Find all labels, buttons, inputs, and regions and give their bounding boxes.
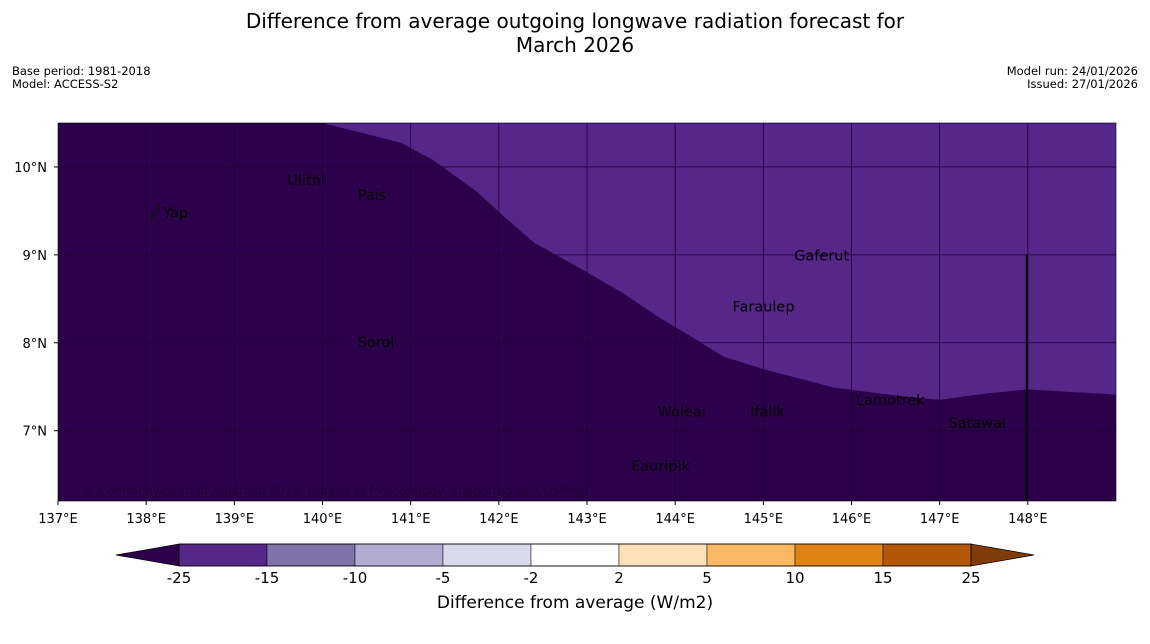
colorbar-tick-label: 25	[961, 569, 980, 587]
colorbar-bin	[178, 543, 268, 567]
x-tick-label: 140°E	[303, 512, 343, 527]
place-label-woleai: Woleai	[658, 404, 706, 420]
colorbar-frame	[178, 543, 972, 567]
colorbar-label: Difference from average (W/m2)	[436, 593, 714, 613]
x-tick-label: 142°E	[479, 512, 519, 527]
meta-left: Base period: 1981-2018 Model: ACCESS-S2	[12, 65, 151, 91]
colorbar-tick-label: -5	[436, 569, 451, 587]
colorbar-bin	[530, 543, 620, 567]
colorbar-under-arrow	[115, 543, 180, 567]
colorbar-tick-label: -25	[167, 569, 192, 587]
place-label-eauripik: Eauripik	[631, 459, 690, 475]
place-label-pais: Pais	[358, 188, 387, 204]
issued-date: Issued: 27/01/2026	[1027, 77, 1138, 91]
map-frame	[57, 122, 1117, 502]
x-tick-label: 143°E	[567, 512, 607, 527]
colorbar-tick-label: -2	[524, 569, 539, 587]
place-label-sorol: Sorol	[358, 335, 395, 351]
anomaly-region-light	[322, 123, 1116, 400]
x-tick-label: 139°E	[215, 512, 255, 527]
olr-anomaly-map: 137°E 138°E 139°E 140°E 141°E 142°E 143°E 144°E…	[14, 122, 1117, 527]
x-tick-label: 147°E	[920, 512, 960, 527]
title-line-1: Difference from average outgoing longwav…	[245, 9, 905, 33]
x-tick-label: 145°E	[744, 512, 784, 527]
y-tick-label: 8°N	[23, 337, 48, 352]
meta-right: Model run: 24/01/2026 Issued: 27/01/2026	[1007, 65, 1138, 91]
base-period: Base period: 1981-2018	[12, 64, 151, 78]
x-tick-label: 141°E	[391, 512, 431, 527]
colorbar-bin	[442, 543, 532, 567]
place-label-ifalik: Ifalik	[750, 404, 785, 420]
place-label-lamotrek: Lamotrek	[856, 393, 925, 409]
colorbar-bin	[266, 543, 356, 567]
colorbar-tick-label: 2	[614, 569, 624, 587]
colorbar-bin	[354, 543, 444, 567]
colorbar-tick-label: 15	[873, 569, 892, 587]
x-tick-label: 148°E	[1008, 512, 1048, 527]
colorbar-tick-label: -10	[343, 569, 368, 587]
place-label-satawal: Satawal	[948, 416, 1005, 432]
y-tick-label: 9°N	[23, 249, 48, 264]
chart-title: Difference from average outgoing longwav…	[0, 9, 1150, 57]
colorbar-tick-label: 10	[785, 569, 804, 587]
colorbar-bin	[882, 543, 972, 567]
colorbar-tick-label: 5	[702, 569, 712, 587]
model-name: Model: ACCESS-S2	[12, 77, 119, 91]
place-label-faraulep: Faraulep	[732, 300, 794, 316]
yap-island-icon	[149, 204, 161, 222]
copyright-text: © Commonwealth of Australia 2026, Bureau…	[83, 484, 588, 498]
colorbar-tick-label: -15	[255, 569, 280, 587]
model-run: Model run: 24/01/2026	[1006, 64, 1138, 78]
colorbar-bin	[618, 543, 708, 567]
x-tick-label: 137°E	[38, 512, 78, 527]
place-label-ulithi: Ulithi	[287, 173, 325, 189]
place-label-yap: Yap	[162, 206, 188, 222]
y-tick-label: 10°N	[14, 161, 47, 176]
x-tick-label: 146°E	[832, 512, 872, 527]
colorbar-bin	[706, 543, 796, 567]
title-line-2: March 2026	[515, 33, 635, 57]
x-tick-label: 144°E	[655, 512, 695, 527]
colorbar-over-arrow	[970, 543, 1035, 567]
colorbar-bin	[794, 543, 884, 567]
y-tick-label: 7°N	[23, 425, 48, 440]
place-label-gaferut: Gaferut	[794, 249, 849, 265]
x-tick-label: 138°E	[126, 512, 166, 527]
